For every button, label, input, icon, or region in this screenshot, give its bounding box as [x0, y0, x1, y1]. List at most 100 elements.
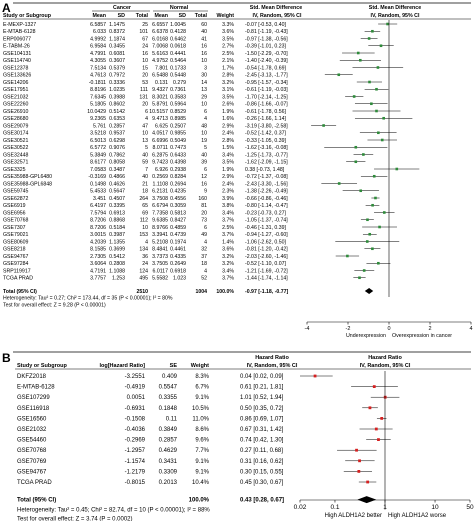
log-hr-value: -0.4036	[125, 427, 146, 433]
header-plot-title: Std. Mean Difference	[369, 5, 421, 11]
estimate-square	[359, 58, 362, 62]
study-name: GSE7307	[3, 225, 26, 231]
cancer-mean: 4.7191	[90, 268, 106, 274]
log-hr-value: -1.2957	[125, 448, 146, 454]
cancer-total: 15	[142, 65, 148, 71]
cancer-mean: 0.1498	[90, 181, 106, 187]
normal-sd: 0.5964	[170, 102, 186, 108]
normal-total: 37	[201, 254, 207, 260]
normal-sd: 0.5049	[170, 138, 186, 144]
table-row: TCGA PRAD -0.8015 0.2013 10.4% 0.45 [0.30, 0…	[17, 480, 284, 486]
estimate-square	[354, 160, 358, 164]
cancer-sd: 0.3395	[109, 203, 125, 209]
weight-value: 10.5%	[192, 406, 210, 412]
study-name: GSE70769	[17, 459, 47, 465]
total-cancer-n: 2510	[136, 289, 148, 295]
hr-ci-value: 0.31 [0.16, 0.62]	[240, 459, 284, 465]
table-row: GSE79021 3.0015 0.3987 153 3.3941 0.4739 49 3.7…	[3, 232, 288, 238]
cancer-total: 65	[142, 203, 148, 209]
cancer-mean: 3.0015	[90, 232, 106, 238]
cancer-sd: 0.3455	[109, 44, 125, 50]
smd-ci-value: -0.61 [-1.78, 0.56]	[245, 109, 287, 115]
normal-total: 18	[201, 261, 207, 267]
study-name: GSE70768	[17, 448, 47, 454]
weight-value: 3.2%	[222, 254, 234, 260]
cancer-total: 10	[142, 225, 148, 231]
cancer-sd: 0.8868	[109, 218, 125, 224]
study-name: GSE94767	[3, 254, 28, 260]
weight-value: 3.1%	[222, 87, 234, 93]
weight-value: 9.1%	[195, 395, 209, 401]
hr-ci-value: 0.30 [0.15, 0.55]	[240, 469, 284, 475]
smd-ci-value: -1.05 [-1.37, -0.74]	[245, 218, 288, 224]
normal-total: 16	[201, 181, 207, 187]
estimate-square	[362, 269, 366, 272]
table-row: GSE22260 5.1805 0.8602 20 5.8791 0.5964 10 2.6%…	[3, 102, 288, 108]
smd-ci-value: -0.66 [-0.86, -0.46]	[245, 196, 288, 202]
smd-ci-value: -0.94 [-1.27, -0.60]	[245, 232, 288, 238]
estimate-square	[376, 66, 380, 69]
table-row: GSE3325 7.0583 0.3487 7 6.926 0.2938 6 1.9% 0.38…	[3, 167, 285, 173]
table-row: GSE70768 8.7206 0.8868 112 9.6385 0.8427 73 3.7…	[3, 218, 288, 224]
normal-mean: 0.2569	[152, 174, 168, 180]
study-name: GSE94767	[17, 469, 47, 475]
cancer-mean: 6.4197	[90, 203, 106, 209]
weight-value: 3.4%	[222, 152, 234, 158]
smd-ci-value: -0.61 [-1.19, -0.03]	[245, 87, 288, 93]
table-row: GSE35988-GPL6480 -0.3169 0.4866 40 0.2569 0.8…	[3, 174, 288, 180]
normal-total: 60	[201, 22, 207, 28]
cancer-sd: 0.7862	[109, 152, 125, 158]
header-mean-2: Mean	[154, 13, 168, 19]
cancer-sd: 0.8602	[109, 102, 125, 108]
cancer-total: 6	[145, 109, 148, 115]
cancer-total: 124	[139, 268, 148, 274]
estimate-square	[382, 211, 386, 214]
weight-value: 7.7%	[195, 448, 209, 454]
cancer-total: 495	[139, 276, 148, 282]
study-name: GSE30522	[3, 145, 28, 151]
header-total-2: Total	[195, 13, 208, 19]
weight-value: 2.5%	[222, 225, 234, 231]
study-name: TCGA PRAD	[3, 276, 33, 282]
smd-ci-value: -0.72 [-1.37, -0.08]	[245, 174, 288, 180]
b-header-se: SE	[170, 363, 178, 369]
cancer-sd: 0.2808	[109, 261, 125, 267]
cancer-total: 13	[142, 138, 148, 144]
estimate-square	[374, 196, 377, 200]
cancer-mean: 4.9992	[90, 36, 106, 42]
se-value: 0.3355	[159, 395, 178, 401]
cancer-sd: 1.0235	[109, 87, 125, 93]
hr-ci-value: 0.61 [0.21, 1.81]	[240, 385, 284, 391]
log-hr-value: -0.4919	[125, 385, 146, 391]
normal-sd: 0.2649	[170, 261, 186, 267]
smd-ci-value: -1.50 [-2.29, -0.70]	[245, 51, 288, 57]
estimate-square	[380, 417, 384, 420]
normal-total: 6	[204, 225, 207, 231]
study-name: SRP119917	[3, 268, 31, 274]
cancer-total: 4	[145, 239, 148, 245]
normal-mean: 8.9766	[152, 225, 168, 231]
table-row: DKFZ2018 -3.2551 0.409 8.3% 0.04 [0.02, 0.09…	[17, 374, 284, 380]
cancer-total: 7	[145, 167, 148, 173]
study-name: GSE70768	[3, 218, 28, 224]
cancer-sd: 1.1088	[109, 268, 125, 274]
cancer-total: 40	[142, 174, 148, 180]
panel-b-forest-plot: 0.02 0.1 1 10 50 High ALDH1A2 better High ALDH…	[294, 371, 474, 519]
normal-sd: 0.6462	[170, 36, 186, 42]
hr-ci-value: 0.04 [0.02, 0.09]	[240, 374, 284, 380]
normal-sd: 0.8985	[170, 116, 186, 122]
study-name: TCGA PRAD	[17, 480, 52, 486]
table-row: ERP006077 4.9992 1.1874 67 6.0168 0.6462 41 3.5…	[3, 36, 288, 42]
normal-mean: 5.6163	[152, 51, 168, 57]
normal-sd: 0.8529	[170, 109, 186, 115]
cancer-total: 10	[142, 58, 148, 64]
normal-mean: 9.6385	[152, 218, 168, 224]
normal-mean: 9.4327	[152, 87, 168, 93]
smd-ci-value: -0.54 [-1.78, 0.69]	[245, 65, 287, 71]
cancer-sd: 0.3988	[109, 94, 125, 100]
smd-ci-value: -0.97 [-1.38, -0.56]	[245, 36, 288, 42]
normal-mean: 8.3021	[152, 94, 168, 100]
smd-ci-value: -1.62 [-3.16, -0.08]	[245, 145, 288, 151]
total-weight: 100.0%	[189, 498, 210, 504]
weight-value: 1.7%	[222, 65, 234, 71]
